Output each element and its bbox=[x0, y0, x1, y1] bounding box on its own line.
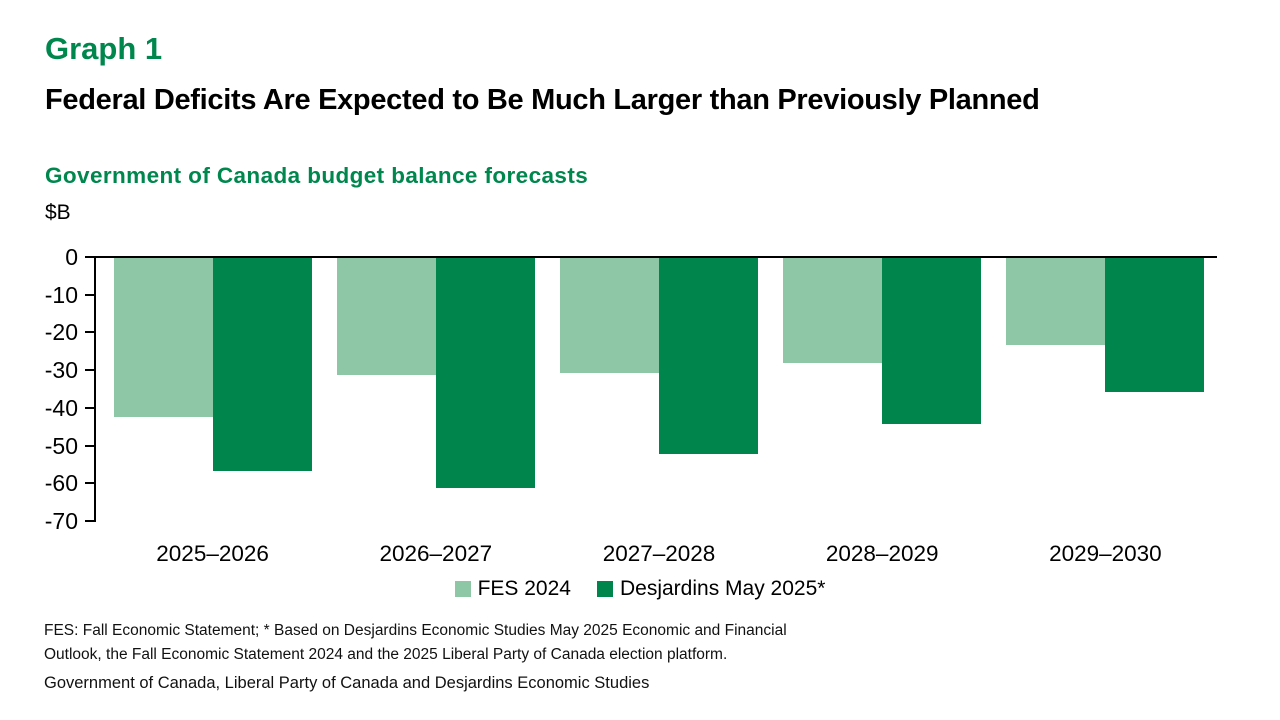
chart-legend: FES 2024 Desjardins May 2025* bbox=[0, 578, 1280, 600]
page-title: Federal Deficits Are Expected to Be Much… bbox=[45, 84, 1040, 116]
bar-desjardins-may-2025 bbox=[659, 258, 758, 455]
y-tick-label: 0 bbox=[65, 244, 78, 270]
legend-item: Desjardins May 2025* bbox=[596, 577, 826, 600]
y-tick-label: -40 bbox=[44, 394, 78, 421]
graph-number-label: Graph 1 bbox=[45, 31, 163, 66]
y-tick-label: -30 bbox=[44, 357, 78, 384]
legend-swatch-icon bbox=[454, 581, 471, 597]
bar-fes-2024 bbox=[1006, 258, 1106, 345]
bar-fes-2024 bbox=[113, 258, 213, 418]
y-axis-tick bbox=[85, 331, 94, 334]
bar-fes-2024 bbox=[783, 258, 883, 363]
y-tick-label: -20 bbox=[44, 319, 78, 346]
y-axis-tick bbox=[85, 406, 94, 409]
y-tick-label: -10 bbox=[44, 281, 78, 308]
chart-subtitle: Government of Canada budget balance fore… bbox=[45, 163, 589, 188]
footnote-line-2: Outlook, the Fall Economic Statement 202… bbox=[44, 646, 728, 663]
legend-swatch-icon bbox=[596, 581, 613, 597]
y-axis-unit-label: $B bbox=[45, 201, 71, 224]
bar-desjardins-may-2025 bbox=[435, 258, 535, 489]
y-axis-tick bbox=[85, 444, 94, 447]
footnote-line-1: FES: Fall Economic Statement; * Based on… bbox=[44, 622, 787, 639]
legend-label: FES 2024 bbox=[477, 577, 571, 600]
x-axis-category-label: 2025–2026 bbox=[156, 541, 269, 566]
legend-item: FES 2024 bbox=[454, 577, 571, 600]
bar-desjardins-may-2025 bbox=[212, 258, 312, 472]
x-axis-category-label: 2026–2027 bbox=[379, 541, 493, 566]
zero-baseline bbox=[94, 256, 1217, 258]
y-tick-label: -70 bbox=[44, 508, 78, 534]
bar-desjardins-may-2025 bbox=[882, 258, 982, 424]
y-axis-line bbox=[94, 256, 96, 522]
y-axis-tick bbox=[85, 520, 94, 522]
y-tick-label: -50 bbox=[44, 432, 78, 459]
bar-fes-2024 bbox=[560, 258, 659, 373]
x-axis-category-label: 2029–2030 bbox=[1049, 541, 1162, 566]
x-axis-category-label: 2027–2028 bbox=[602, 541, 716, 566]
y-axis-tick bbox=[85, 256, 94, 258]
bar-desjardins-may-2025 bbox=[1105, 258, 1205, 392]
x-axis-category-label: 2028–2029 bbox=[825, 541, 939, 566]
y-axis-tick bbox=[85, 293, 94, 296]
y-axis-tick bbox=[85, 482, 94, 485]
y-tick-label: -60 bbox=[44, 470, 78, 497]
source-line: Government of Canada, Liberal Party of C… bbox=[44, 674, 650, 692]
legend-label: Desjardins May 2025* bbox=[619, 577, 826, 600]
bar-fes-2024 bbox=[336, 258, 436, 375]
y-axis-tick bbox=[85, 369, 94, 372]
